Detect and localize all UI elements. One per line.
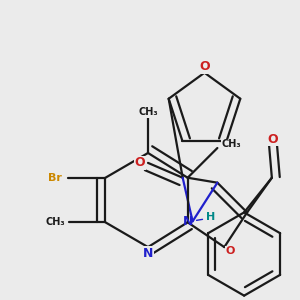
Text: O: O: [268, 133, 278, 146]
Text: CH₃: CH₃: [45, 217, 65, 227]
Text: Br: Br: [48, 173, 62, 183]
Text: O: O: [199, 60, 210, 73]
Text: CH₃: CH₃: [138, 107, 158, 117]
Text: O: O: [135, 156, 146, 170]
Text: H: H: [206, 212, 215, 222]
Text: N: N: [143, 247, 153, 260]
Text: CH₃: CH₃: [221, 139, 241, 149]
Text: O: O: [226, 246, 235, 256]
Text: N: N: [182, 215, 193, 228]
